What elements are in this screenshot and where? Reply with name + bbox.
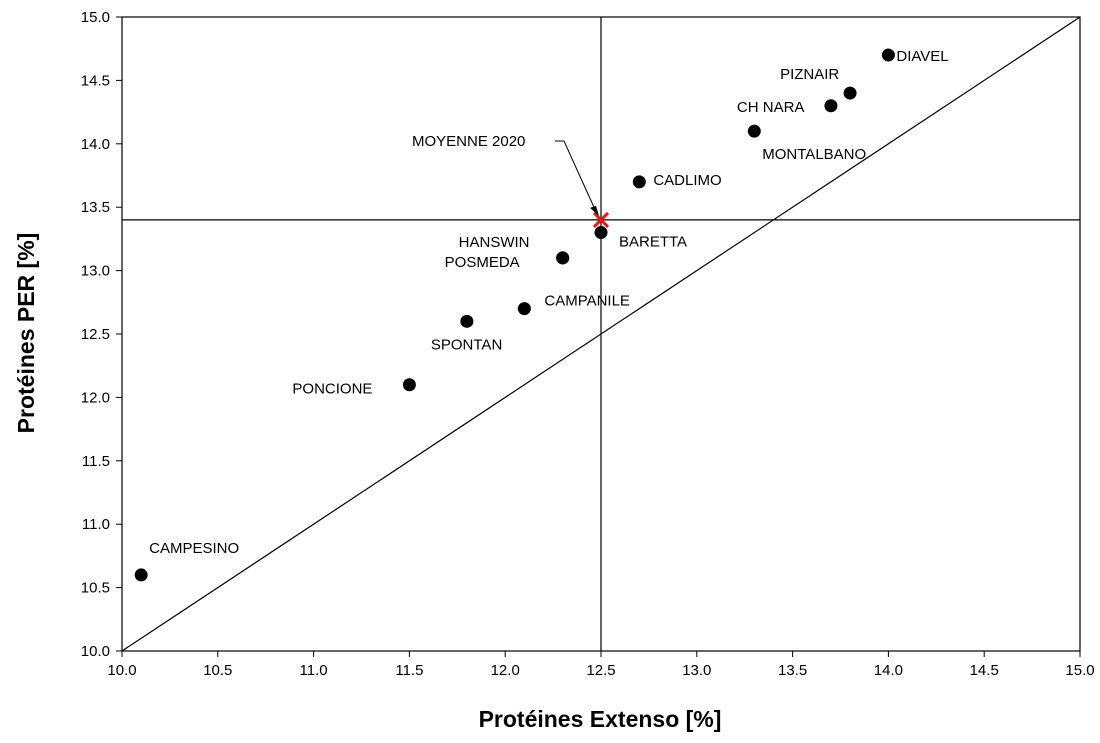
y-tick-label: 12.5 [81, 326, 110, 343]
x-tick-label: 13.0 [682, 662, 711, 679]
x-axis: 10.0 10.5 11.0 11.5 12.0 12.5 13.0 13.5 14.0 14.5… [107, 651, 1095, 679]
y-axis: 10.0 10.5 11.0 11.5 12.0 12.5 13.0 13.5 14.0 14.5… [81, 9, 122, 660]
y-tick-label: 15.0 [81, 9, 110, 26]
data-point [747, 124, 761, 138]
y-tick-label: 11.5 [82, 453, 110, 470]
y-tick-label: 13.0 [81, 263, 110, 280]
point-label: PIZNAIR [780, 66, 839, 83]
x-tick-label: 10.5 [203, 662, 232, 679]
y-tick-label: 11.0 [82, 516, 110, 533]
point-label: CADLIMO [653, 172, 721, 189]
mean-label: MOYENNE 2020 [412, 133, 525, 150]
data-point [517, 302, 531, 316]
point-label: HANSWIN [459, 234, 530, 251]
y-tick-label: 12.0 [81, 389, 110, 406]
x-axis-title: Protéines Extenso [%] [479, 706, 722, 732]
data-point [556, 251, 570, 265]
point-label: PONCIONE [292, 381, 372, 398]
point-label: CH NARA [737, 99, 805, 116]
point-label: CAMPESINO [149, 540, 239, 557]
x-tick-label: 12.0 [491, 662, 520, 679]
point-label: BARETTA [619, 234, 687, 251]
x-tick-label: 15.0 [1065, 662, 1094, 679]
data-point [824, 99, 838, 113]
point-label: MONTALBANO [762, 146, 866, 163]
mean-marker [592, 211, 610, 228]
x-tick-label: 11.5 [395, 662, 423, 679]
y-tick-label: 10.5 [81, 580, 110, 597]
y-tick-label: 13.5 [81, 199, 110, 216]
data-points [134, 48, 895, 582]
y-tick-label: 14.5 [81, 72, 110, 89]
point-label: DIAVEL [896, 48, 948, 65]
y-tick-label: 14.0 [81, 136, 110, 153]
data-point [134, 568, 148, 582]
data-point [460, 314, 474, 328]
x-tick-label: 14.5 [970, 662, 999, 679]
data-point [594, 226, 608, 240]
data-point [881, 48, 895, 62]
x-tick-label: 13.5 [778, 662, 807, 679]
data-point [843, 86, 857, 100]
x-tick-label: 10.0 [107, 662, 136, 679]
x-tick-label: 12.5 [586, 662, 615, 679]
data-labels: DIAVEL PIZNAIR CH NARA MONTALBANO CADLIMO BAR… [149, 48, 948, 557]
mean-leader-line [555, 140, 598, 215]
y-axis-title: Protéines PER [%] [13, 233, 39, 434]
point-label: SPONTAN [431, 336, 502, 353]
mean-leader-arrow [590, 205, 599, 216]
point-label: POSMEDA [445, 254, 520, 271]
y-tick-label: 10.0 [81, 643, 110, 660]
plot-area [121, 16, 1081, 652]
data-point [402, 378, 416, 392]
x-tick-label: 11.0 [300, 662, 328, 679]
point-label: CAMPANILE [544, 293, 630, 310]
x-tick-label: 14.0 [874, 662, 903, 679]
data-point [632, 175, 646, 189]
